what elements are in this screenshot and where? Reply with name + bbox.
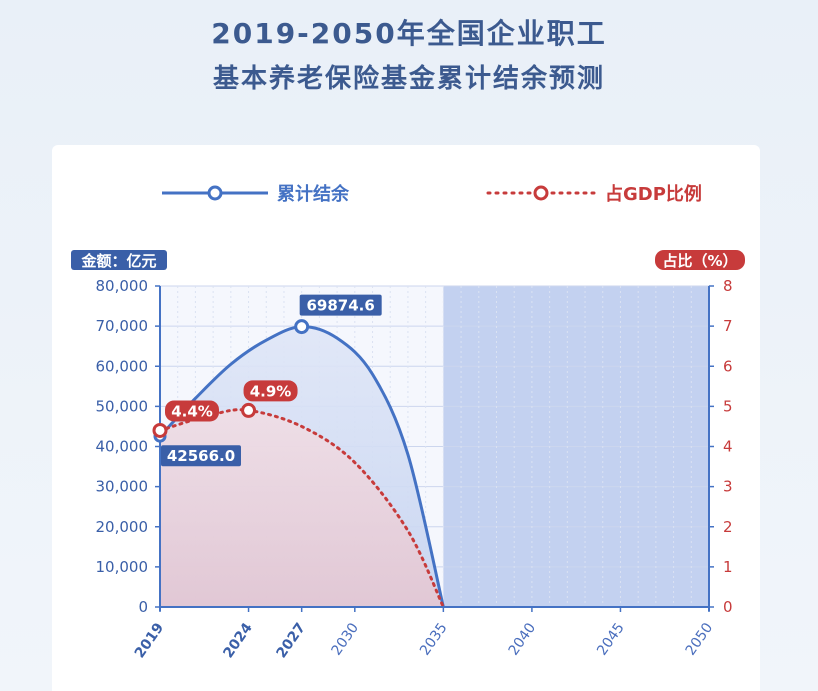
balance-line — [158, 325, 445, 608]
y-left-tick-label: 60,000 — [96, 357, 149, 375]
balance-label-2027-bg — [299, 294, 382, 316]
gdp-label-2024-bg — [243, 380, 298, 402]
x-tick-label: 2035 — [417, 620, 451, 658]
balance-label-2027: 69874.6 — [307, 297, 375, 315]
y-left-tick-label: 20,000 — [96, 518, 149, 536]
x-tick-label: 2045 — [594, 620, 628, 658]
y-right-tick-label: 4 — [723, 438, 733, 456]
gdp-ratio-point-marker — [152, 422, 168, 438]
gdp-ratio-point-marker — [241, 402, 257, 418]
legend-balance-marker — [207, 185, 223, 201]
gdp-label-2024: 4.9% — [250, 382, 292, 400]
y-left-tick-label: 10,000 — [96, 558, 149, 576]
gdp-label-2019-bg — [165, 400, 219, 422]
chart-title-line2: 基本养老保险基金累计结余预测 — [212, 64, 605, 94]
y-left-tick-label: 50,000 — [96, 397, 149, 415]
x-tick-label: 2027 — [273, 620, 308, 661]
x-tick-label: 2050 — [683, 620, 717, 658]
balance-label-2019: 42566.0 — [167, 447, 235, 465]
x-tick-label: 2024 — [220, 620, 256, 661]
legend-gdp-marker — [533, 185, 549, 201]
y-right-tick-label: 8 — [723, 277, 733, 295]
x-tick-label: 2019 — [132, 620, 167, 661]
y-right-tick-label: 0 — [723, 598, 733, 616]
y-left-axis-title: 金额：亿元 — [80, 252, 156, 270]
y-left-tick-label: 80,000 — [96, 277, 149, 295]
y-right-axis-title: 占比（%） — [662, 252, 737, 270]
y-right-tick-label: 3 — [723, 478, 733, 496]
y-right-tick-label: 7 — [723, 317, 733, 335]
chart-title-line1: 2019-2050年全国企业职工 — [211, 17, 607, 50]
legend-balance-label: 累计结余 — [277, 183, 350, 205]
y-left-tick-label: 70,000 — [96, 317, 149, 335]
y-right-title-badge — [655, 250, 745, 270]
y-right-tick-label: 5 — [723, 397, 733, 415]
y-left-title-badge — [71, 250, 167, 270]
y-left-tick-label: 30,000 — [96, 478, 149, 496]
x-tick-label: 2040 — [506, 620, 540, 658]
y-right-tick-label: 2 — [723, 518, 733, 536]
legend-gdp-label: 占GDP比例 — [605, 183, 702, 205]
gdp-label-2019: 4.4% — [171, 402, 213, 420]
balance-point-marker — [294, 319, 310, 335]
y-right-tick-label: 6 — [723, 357, 733, 375]
balance-label-2019-bg — [161, 445, 241, 467]
y-left-tick-label: 0 — [138, 598, 148, 616]
x-tick-label: 2030 — [329, 620, 363, 658]
y-left-tick-label: 40,000 — [96, 438, 149, 456]
y-right-tick-label: 1 — [723, 558, 733, 576]
